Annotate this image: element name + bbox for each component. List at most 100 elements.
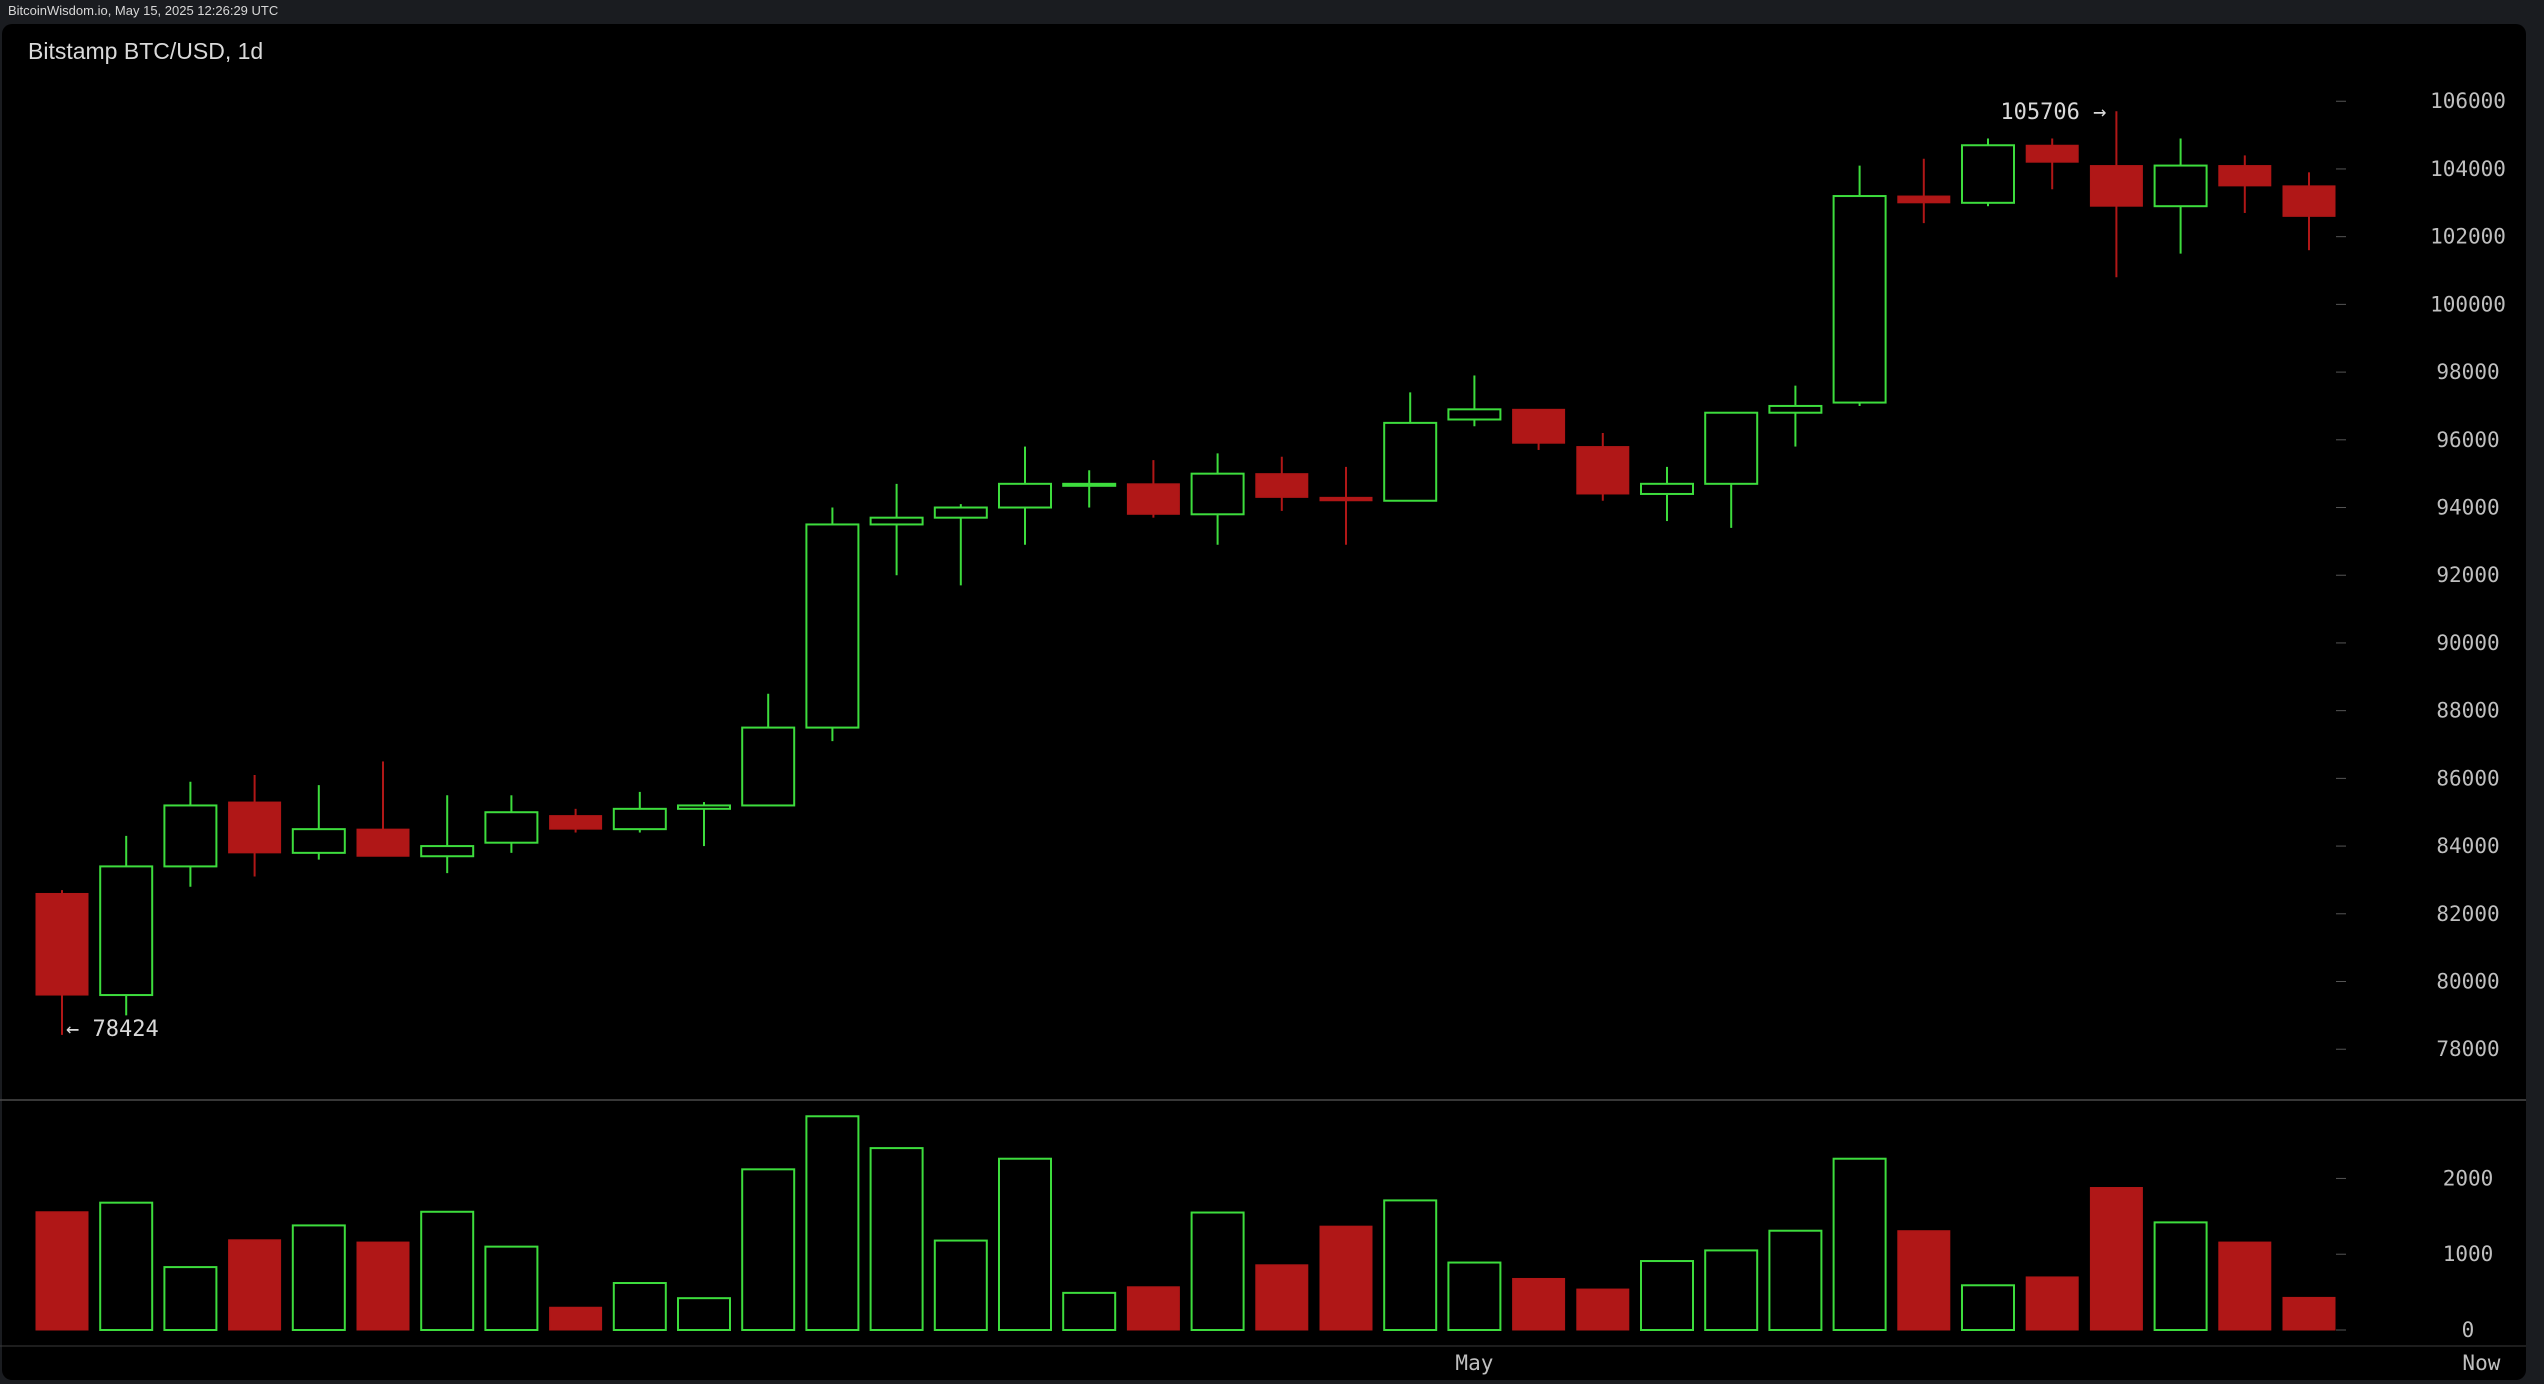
- chart-frame: Bitstamp BTC/USD, 1d 78000 80000 82000 8400…: [0, 24, 2544, 1384]
- candle-body-up: [163, 804, 218, 868]
- candle-body-up: [741, 726, 796, 807]
- price-tick-label: 106000: [2430, 89, 2506, 113]
- candle-body-down: [356, 828, 410, 857]
- volume-layer: [35, 1115, 2336, 1332]
- price-tick-label: 96000: [2436, 428, 2499, 452]
- volume-bar-up: [99, 1201, 154, 1332]
- candle-body-down: [1512, 408, 1566, 444]
- candle-body-up: [677, 804, 731, 810]
- volume-tick-label: 2000: [2443, 1166, 2494, 1190]
- volume-bar-up: [612, 1282, 667, 1331]
- volume-bar-up: [2153, 1221, 2208, 1331]
- price-tick-label: 84000: [2436, 834, 2499, 858]
- volume-bar-up: [805, 1115, 860, 1331]
- volume-bar-up: [291, 1224, 346, 1331]
- source-timestamp: BitcoinWisdom.io, May 15, 2025 12:26:29 …: [8, 3, 279, 18]
- volume-bar-up: [1704, 1249, 1759, 1331]
- volume-bar-up: [869, 1147, 924, 1331]
- candle-body-up: [1961, 144, 2015, 204]
- volume-bar-up: [163, 1266, 218, 1331]
- candle-body-down: [2025, 144, 2079, 163]
- candle-body-up: [1447, 408, 1502, 421]
- candle-body-down: [2282, 185, 2336, 217]
- volume-bar-down: [356, 1241, 410, 1331]
- volume-bar-up: [484, 1245, 539, 1332]
- candle-body-down: [549, 815, 603, 830]
- candle-body-up: [2153, 164, 2208, 208]
- candle-body-up: [869, 516, 924, 526]
- volume-bar-up: [1832, 1157, 1887, 1332]
- candle-body-down: [1126, 483, 1180, 515]
- candle-body-down: [1319, 496, 1373, 502]
- price-axis: 78000 80000 82000 84000 86000 88000 90000 92000…: [2336, 89, 2506, 1061]
- volume-bar-up: [677, 1297, 731, 1332]
- right-scrollbar[interactable]: [2528, 24, 2542, 1380]
- price-tick-label: 100000: [2430, 292, 2506, 316]
- candle-body-up: [291, 828, 346, 854]
- chart-title: Bitstamp BTC/USD, 1d: [28, 38, 263, 64]
- volume-bar-down: [2089, 1187, 2143, 1331]
- price-tick-label: 80000: [2436, 970, 2499, 994]
- candle-body-up: [1062, 482, 1117, 487]
- volume-bar-up: [1640, 1260, 1694, 1332]
- volume-bar-up: [1447, 1261, 1502, 1331]
- volume-tick-label: 0: [2462, 1318, 2475, 1342]
- candlestick-chart: Bitstamp BTC/USD, 1d 78000 80000 82000 8400…: [0, 24, 2542, 1380]
- candle-body-down: [2218, 165, 2272, 187]
- candle-body-down: [228, 801, 282, 854]
- volume-bar-down: [1897, 1230, 1951, 1331]
- candle-body-up: [420, 845, 475, 858]
- candle-body-up: [1190, 472, 1245, 516]
- plot-background: [2, 24, 2526, 1380]
- candle-body-up: [99, 865, 154, 997]
- candle-body-up: [1640, 482, 1694, 495]
- price-tick-label: 86000: [2436, 766, 2499, 790]
- candle-body-up: [1383, 421, 1438, 502]
- volume-bar-down: [2218, 1241, 2272, 1331]
- candle-body-up: [1704, 411, 1759, 485]
- volume-axis: 0 1000 2000: [2336, 1166, 2493, 1342]
- volume-bar-down: [1512, 1277, 1566, 1331]
- high-price-annotation: 105706 →: [2000, 100, 2106, 125]
- candle-body-down: [2089, 165, 2143, 207]
- volume-bar-down: [1255, 1264, 1309, 1331]
- price-tick-label: 90000: [2436, 631, 2499, 655]
- volume-bar-up: [998, 1157, 1052, 1332]
- candle-body-down: [1576, 446, 1630, 495]
- price-tick-label: 94000: [2436, 496, 2499, 520]
- volume-bar-up: [1961, 1284, 2015, 1331]
- price-tick-label: 82000: [2436, 902, 2499, 926]
- candles-layer: [35, 111, 2336, 1035]
- volume-bar-up: [420, 1210, 475, 1332]
- volume-bar-up: [741, 1168, 796, 1331]
- price-tick-label: 88000: [2436, 699, 2499, 723]
- time-label: Now: [2462, 1351, 2500, 1375]
- volume-bar-down: [228, 1239, 282, 1331]
- volume-bar-down: [1319, 1225, 1373, 1331]
- candle-body-up: [1768, 404, 1823, 414]
- candle-body-down: [1255, 473, 1309, 498]
- volume-bar-up: [933, 1239, 988, 1332]
- volume-tick-label: 1000: [2443, 1242, 2494, 1266]
- volume-bar-up: [1383, 1199, 1438, 1332]
- annotations-layer: ← 78424 105706 →: [66, 100, 2106, 1042]
- low-price-annotation: ← 78424: [66, 1017, 159, 1042]
- price-tick-label: 104000: [2430, 157, 2506, 181]
- candle-body-up: [805, 523, 860, 729]
- candle-body-down: [1897, 195, 1951, 204]
- volume-bar-down: [549, 1306, 603, 1331]
- candle-body-up: [933, 506, 988, 519]
- candle-body-up: [484, 811, 539, 844]
- volume-bar-down: [2025, 1276, 2079, 1331]
- time-label: May: [1455, 1351, 1493, 1375]
- volume-bar-up: [1062, 1291, 1117, 1331]
- candle-body-up: [612, 807, 667, 831]
- candle-body-up: [1832, 195, 1887, 404]
- volume-bar-down: [2282, 1296, 2336, 1331]
- volume-bar-up: [1768, 1229, 1823, 1332]
- price-tick-label: 98000: [2436, 360, 2499, 384]
- time-axis: May Now: [1455, 1351, 2500, 1375]
- volume-bar-down: [35, 1211, 89, 1331]
- volume-bar-up: [1190, 1211, 1245, 1332]
- volume-bar-down: [1576, 1288, 1630, 1331]
